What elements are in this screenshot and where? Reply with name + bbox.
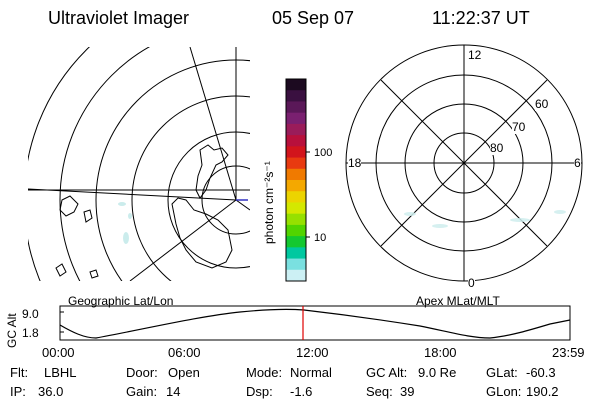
colorbar-swatch [286,258,306,271]
lat-label-60: 60 [535,97,549,111]
dsp-key: Dsp: [246,384,273,399]
mode-key: Mode: [246,365,283,380]
colorbar-swatch [286,135,306,147]
xtick-0000: 00:00 [42,345,75,360]
geographic-label: Geographic Lat/Lon [68,294,174,308]
colorbar-frame [285,78,307,282]
colorbar-swatch [286,168,306,181]
colorbar-swatch [286,247,306,260]
glat-value: -60.3 [526,365,556,380]
colorbar-swatch [286,112,306,125]
gain-key: Gain: [126,384,158,399]
apex-label: Apex MLat/MLT [416,294,500,308]
xtick-2359: 23:59 [552,345,585,360]
gain-value: 14 [166,384,181,399]
filter-key: Flt: [10,365,29,380]
altitude-ytick-9: 9.0 [22,307,39,321]
colorbar-swatch [286,157,306,170]
colorbar-swatch [286,202,306,215]
glat-key: GLat: [486,365,518,380]
colorbar-swatch [286,90,306,102]
colorbar-swatch [286,213,306,226]
colorbar-swatch [286,269,306,282]
mlt-label-12: 12 [468,48,482,62]
colorbar-swatch [286,180,306,192]
lat-label-80: 80 [490,141,504,155]
ip-value: 36.0 [38,384,64,399]
lat-label-70: 70 [512,120,526,134]
mlt-label-6: 6 [574,156,581,170]
colorbar-swatch [286,79,306,91]
door-key: Door: [126,365,158,380]
seq-value: 39 [400,384,415,399]
altitude-ytick-1-8: 1.8 [22,326,39,340]
mode-value: Normal [290,365,332,380]
door-value: Open [168,365,200,380]
dsp-value: -1.6 [290,384,313,399]
ip-key: IP: [10,384,26,399]
gc-alt-value: 9.0 Re [418,365,457,380]
colorbar-swatch [286,101,306,114]
glon-key: GLon: [486,384,522,399]
colorbar-swatch [286,236,306,248]
glon-value: 190.2 [526,384,559,399]
colorbar-tick-10: 10 [314,232,327,244]
instrument-title: Ultraviolet Imager [48,8,190,28]
filter-value: LBHL [44,365,77,380]
gc-alt-key: GC Alt: [366,365,408,380]
mlt-label-0: 0 [468,276,475,290]
colorbar-tick-100: 100 [314,147,333,159]
date-label: 05 Sep 07 [272,8,355,28]
seq-key: Seq: [366,384,393,399]
mlt-label-18: 18 [348,156,362,170]
xtick-1800: 18:00 [424,345,457,360]
time-label: 11:22:37 UT [432,8,530,28]
colorbar-swatch [286,146,306,159]
xtick-0600: 06:00 [168,345,201,360]
xtick-1200: 12:00 [296,345,329,360]
colorbar-swatch [286,191,306,203]
colorbar-swatch [286,224,306,237]
colorbar-swatch [286,123,306,136]
altitude-ylabel: GC Alt [5,313,19,348]
